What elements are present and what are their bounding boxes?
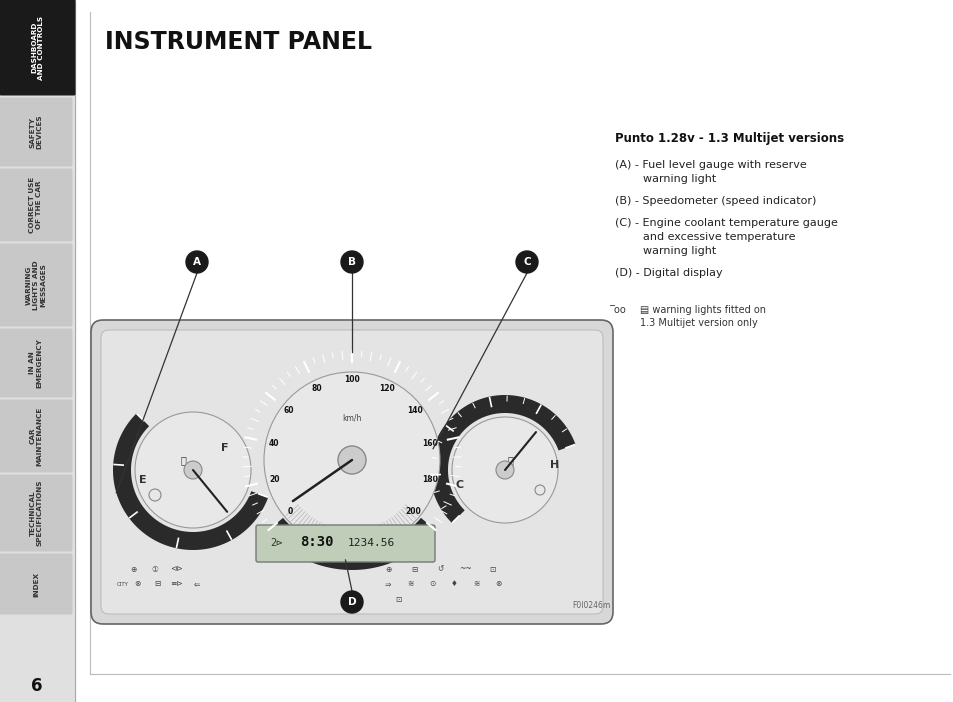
Text: (C) - Engine coolant temperature gauge: (C) - Engine coolant temperature gauge xyxy=(615,218,837,228)
Circle shape xyxy=(186,251,208,273)
Circle shape xyxy=(264,372,439,548)
Text: 🌡: 🌡 xyxy=(507,455,513,465)
Text: ≡⊳: ≡⊳ xyxy=(171,579,183,588)
Text: ⛽: ⛽ xyxy=(180,455,186,465)
Circle shape xyxy=(496,461,514,479)
Text: 60: 60 xyxy=(283,406,294,416)
Text: (A) - Fuel level gauge with reserve: (A) - Fuel level gauge with reserve xyxy=(615,160,806,170)
Circle shape xyxy=(452,417,558,523)
Text: H: H xyxy=(550,460,559,470)
Text: 180: 180 xyxy=(421,475,437,484)
Text: C: C xyxy=(522,257,530,267)
Text: INSTRUMENT PANEL: INSTRUMENT PANEL xyxy=(105,30,372,54)
Text: ⊗: ⊗ xyxy=(495,579,500,588)
Text: 40: 40 xyxy=(268,439,278,448)
Text: 200: 200 xyxy=(405,507,420,516)
Text: ⊡: ⊡ xyxy=(395,595,401,604)
Text: ⇒: ⇒ xyxy=(384,579,391,588)
Text: ▤ warning lights fitted on: ▤ warning lights fitted on xyxy=(639,305,765,315)
Text: SAFETY
DEVICES: SAFETY DEVICES xyxy=(30,114,43,150)
Text: ̅̅oo: ̅̅oo xyxy=(615,305,626,315)
FancyBboxPatch shape xyxy=(0,329,72,397)
Text: ⊟: ⊟ xyxy=(153,579,160,588)
FancyBboxPatch shape xyxy=(0,168,72,241)
Text: 20: 20 xyxy=(269,475,279,484)
Circle shape xyxy=(516,251,537,273)
FancyBboxPatch shape xyxy=(91,320,613,624)
FancyBboxPatch shape xyxy=(0,244,72,326)
Text: WARNING
LIGHTS AND
MESSAGES: WARNING LIGHTS AND MESSAGES xyxy=(26,260,46,310)
Text: B: B xyxy=(348,257,355,267)
Text: ⊙: ⊙ xyxy=(428,579,435,588)
Text: 1.3 Multijet version only: 1.3 Multijet version only xyxy=(639,318,757,328)
Text: (B) - Speedometer (speed indicator): (B) - Speedometer (speed indicator) xyxy=(615,196,816,206)
Text: IN AN
EMERGENCY: IN AN EMERGENCY xyxy=(30,338,43,388)
Polygon shape xyxy=(430,395,575,523)
Text: CITY: CITY xyxy=(117,581,129,586)
Text: warning light: warning light xyxy=(615,246,716,256)
Text: ⊗: ⊗ xyxy=(133,579,140,588)
Text: C: C xyxy=(456,480,463,490)
Text: E: E xyxy=(139,475,147,485)
Text: ⊕: ⊕ xyxy=(384,564,391,574)
FancyBboxPatch shape xyxy=(0,399,72,472)
Text: D: D xyxy=(347,597,355,607)
FancyBboxPatch shape xyxy=(255,525,435,562)
Circle shape xyxy=(184,461,202,479)
Text: DASHBOARD
AND CONTROLS: DASHBOARD AND CONTROLS xyxy=(30,15,44,79)
Circle shape xyxy=(340,251,363,273)
FancyBboxPatch shape xyxy=(0,553,72,614)
Text: F: F xyxy=(221,443,229,453)
Text: 100: 100 xyxy=(344,376,359,385)
Text: CORRECT USE
OF THE CAR: CORRECT USE OF THE CAR xyxy=(30,177,43,233)
Text: 1234.56: 1234.56 xyxy=(348,538,395,548)
Text: 80: 80 xyxy=(312,383,322,392)
Circle shape xyxy=(149,489,161,501)
Text: 2⊳: 2⊳ xyxy=(270,538,282,548)
Text: (D) - Digital display: (D) - Digital display xyxy=(615,268,721,278)
Circle shape xyxy=(340,591,363,613)
Text: ⊡: ⊡ xyxy=(488,564,495,574)
Text: ≋: ≋ xyxy=(406,579,413,588)
Text: and excessive temperature: and excessive temperature xyxy=(615,232,795,242)
Text: ⊕: ⊕ xyxy=(130,564,136,574)
Text: 140: 140 xyxy=(407,406,422,416)
Text: ↺: ↺ xyxy=(436,564,443,574)
Circle shape xyxy=(337,446,366,474)
Text: INDEX: INDEX xyxy=(33,571,39,597)
Text: A: A xyxy=(193,257,201,267)
Text: CAR
MAINTENANCE: CAR MAINTENANCE xyxy=(30,406,43,465)
Text: warning light: warning light xyxy=(615,174,716,184)
FancyBboxPatch shape xyxy=(0,98,72,166)
Circle shape xyxy=(535,485,544,495)
Polygon shape xyxy=(112,413,268,550)
Circle shape xyxy=(135,412,251,528)
Bar xyxy=(0,0,75,702)
Text: ⇐: ⇐ xyxy=(193,579,200,588)
Text: 8:30: 8:30 xyxy=(299,534,334,548)
Text: km/h: km/h xyxy=(342,413,361,423)
Text: F0I0246m: F0I0246m xyxy=(572,601,610,610)
Text: ≋: ≋ xyxy=(473,579,478,588)
FancyBboxPatch shape xyxy=(0,0,75,95)
FancyBboxPatch shape xyxy=(101,330,602,614)
Text: ⊲⊳: ⊲⊳ xyxy=(171,564,183,574)
Text: 0: 0 xyxy=(288,507,293,516)
Polygon shape xyxy=(268,518,436,570)
Text: ⊟: ⊟ xyxy=(411,564,416,574)
Text: TECHNICAL
SPECIFICATIONS: TECHNICAL SPECIFICATIONS xyxy=(30,479,43,546)
Text: 6: 6 xyxy=(31,677,43,695)
Text: 120: 120 xyxy=(378,383,395,392)
Text: 160: 160 xyxy=(422,439,437,448)
Text: ①: ① xyxy=(152,564,158,574)
Text: ♦: ♦ xyxy=(450,579,456,588)
FancyBboxPatch shape xyxy=(0,475,72,552)
Text: ~~: ~~ xyxy=(459,564,472,574)
Text: Punto 1.28v - 1.3 Multijet versions: Punto 1.28v - 1.3 Multijet versions xyxy=(615,132,843,145)
